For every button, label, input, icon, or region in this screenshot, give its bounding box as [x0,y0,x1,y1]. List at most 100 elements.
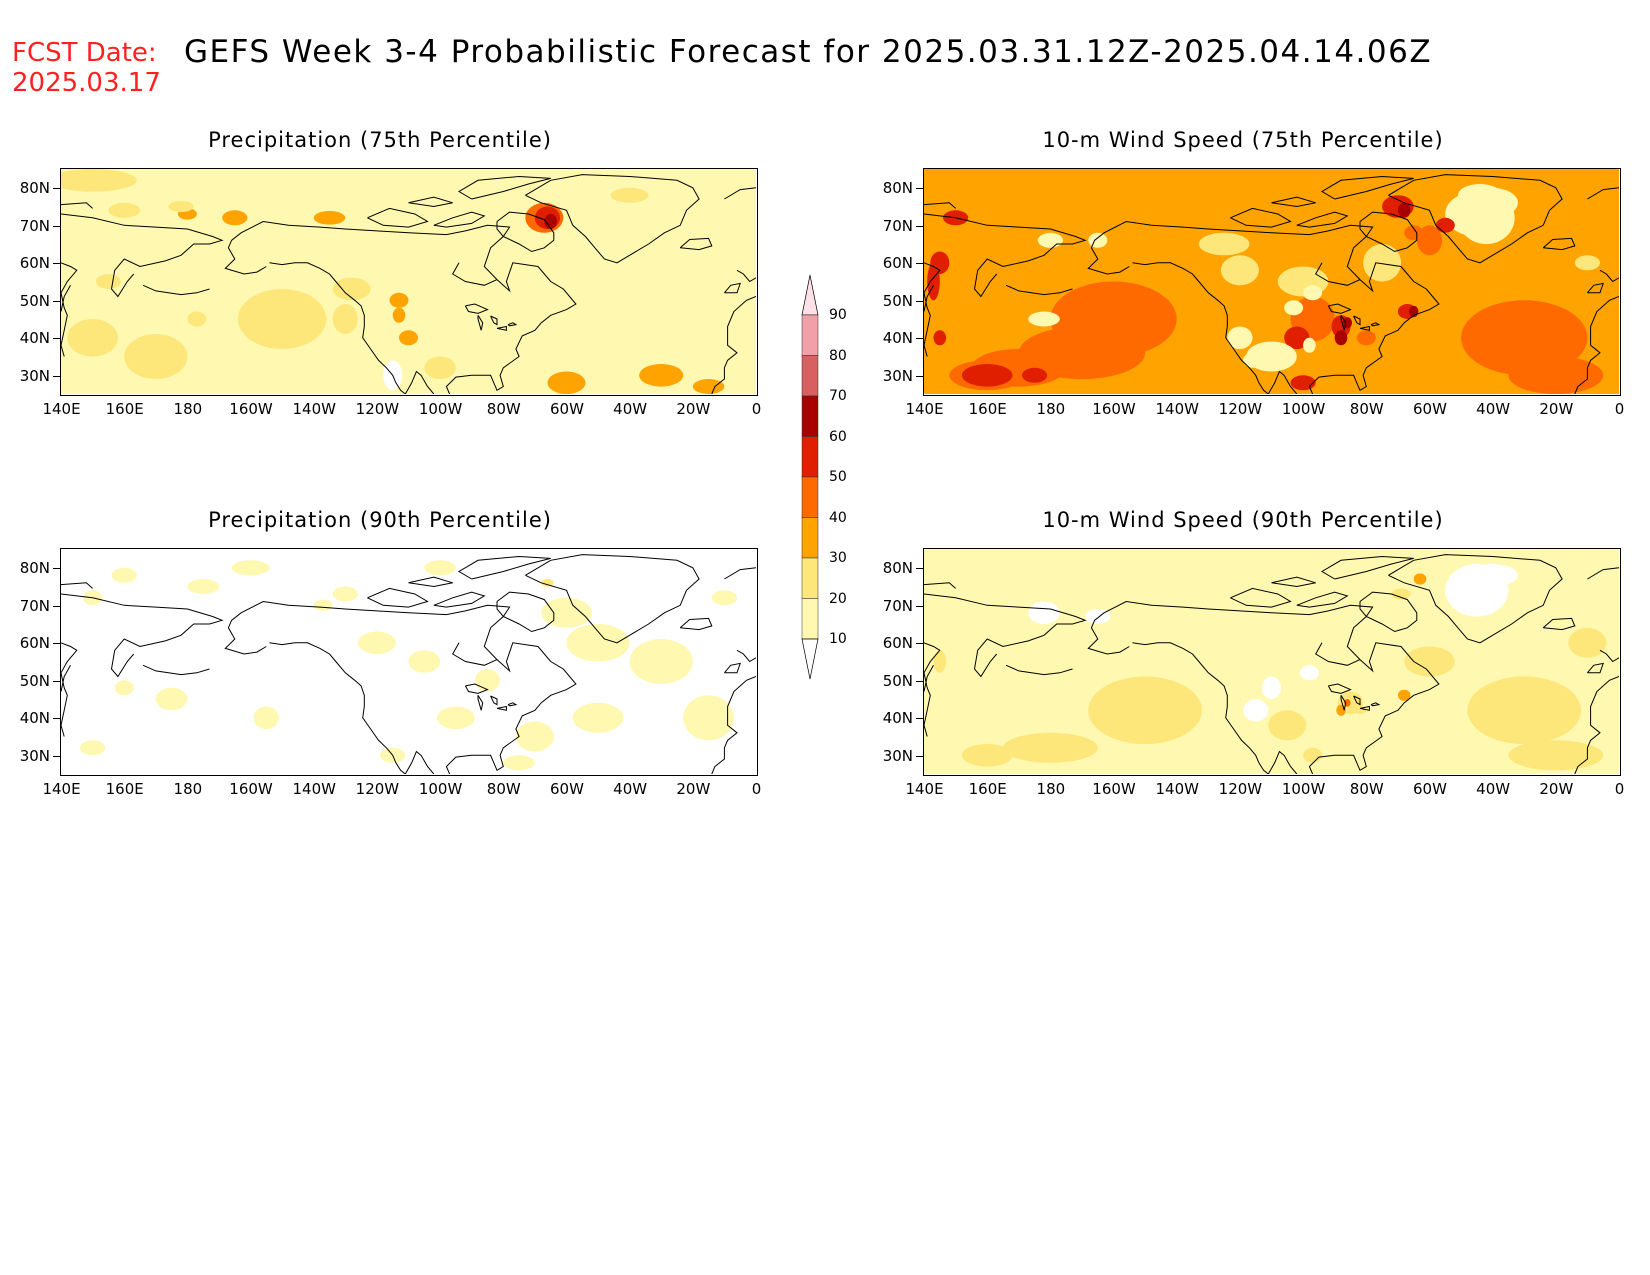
contour-region [1243,699,1269,722]
contour-region [187,579,219,594]
contour-region [351,736,403,774]
colorbar-label: 30 [829,550,847,566]
coastline [1587,567,1619,580]
lon-tick-label: 120W [1218,400,1263,418]
lon-tick-label: 160W [1092,780,1136,798]
coastline [61,262,78,357]
map-plot [923,548,1621,776]
coastline [724,662,741,674]
contour-region [124,334,188,379]
lon-tick-label: 60W [1412,400,1447,418]
contour-region [474,669,501,692]
contour-region [1363,244,1402,282]
coastline [924,665,934,692]
contour-region [1268,710,1307,741]
lon-tick-label: 180 [1036,400,1066,418]
contour-region [408,650,441,673]
coastline [924,213,1087,298]
contour-region [541,579,554,587]
contour-region [187,311,207,327]
contour-region [1467,564,1518,587]
lon-tick-label: 40W [613,400,648,418]
forecast-date-value: 2025.03.17 [12,68,161,98]
coastline [1315,642,1361,666]
coastline [1359,325,1370,331]
lat-tick-label: 40N [882,709,913,728]
panel-wind-75: 10-m Wind Speed (75th Percentile) 80N 70N 6… [863,128,1625,418]
lon-tick-label: 160W [229,780,273,798]
lon-tick-label: 140W [292,780,336,798]
lat-tick [53,338,60,340]
coastline [61,213,224,298]
lon-tick-label: 20W [676,400,711,418]
lon-tick-label: 20W [676,780,711,798]
lon-tick-label: 160E [105,780,144,798]
coastline [496,211,555,253]
contour-region [692,379,725,394]
lon-tick-label: 120W [355,400,400,418]
lon-tick-label: 140E [42,780,81,798]
contour-region [313,211,346,225]
colorbar-swatch [801,517,819,559]
coastline [61,642,78,737]
forecast-date-block: FCST Date: 2025.03.17 [12,38,161,98]
contour-region [1227,326,1253,350]
panel-title: Precipitation (90th Percentile) [208,508,552,532]
coastline [1327,303,1352,314]
coastline [1587,187,1619,200]
panel-wind-90: 10-m Wind Speed (90th Percentile) 80N 70N 6… [863,508,1625,798]
lon-tick-label: 100W [418,780,463,798]
lon-tick-label: 0 [751,400,762,418]
colorbar-label: 90 [829,307,847,323]
coastline [61,285,71,312]
coastline [1267,370,1298,394]
contour-region [547,371,586,394]
coastline [711,296,756,394]
lat-tick-label: 30N [882,366,913,385]
lat-tick-label: 80N [882,559,913,578]
lat-tick [916,718,923,720]
coastline [679,237,713,251]
coastline [1271,196,1316,208]
lat-tick [916,375,923,377]
lon-tick-label: 100W [1281,400,1326,418]
coastline [452,262,498,286]
lon-tick-label: 120W [355,780,400,798]
lat-tick-label: 80N [882,179,913,198]
coastline [1587,662,1604,674]
contour-region [961,744,1013,767]
coastline [1132,262,1269,394]
contour-region [515,721,554,752]
lon-tick-label: 160W [229,400,273,418]
lon-tick-label: 40W [613,780,648,798]
lon-tick-label: 160E [968,400,1007,418]
lon-tick-label: 140E [42,400,81,418]
lat-tick-label: 30N [19,366,50,385]
lat-tick-label: 50N [882,671,913,690]
coastline [224,220,577,394]
coastline [1353,695,1361,706]
lon-tick-label: 40W [1476,400,1511,418]
lon-tick-label: 80W [486,780,521,798]
coastline [1230,207,1292,228]
lon-tick-label: 60W [549,780,584,798]
lat-tick-label: 60N [882,634,913,653]
contour-region [572,702,624,733]
contour-region [961,364,1013,387]
lat-tick-label: 40N [882,329,913,348]
map-canvas [61,549,756,774]
coastline [924,593,1087,678]
coastline [142,284,210,296]
coastline [1353,315,1361,326]
contour-region [610,187,649,203]
colorbar-label: 40 [829,509,847,526]
lon-tick-label: 80W [486,400,521,418]
coastline [1296,211,1349,228]
coastline [1321,175,1414,200]
lat-tick-label: 60N [882,254,913,273]
coastline [404,370,435,394]
contour-region [930,251,950,275]
lat-tick-label: 80N [19,179,50,198]
contour-region [108,202,140,218]
lon-tick-label: 140E [905,780,944,798]
